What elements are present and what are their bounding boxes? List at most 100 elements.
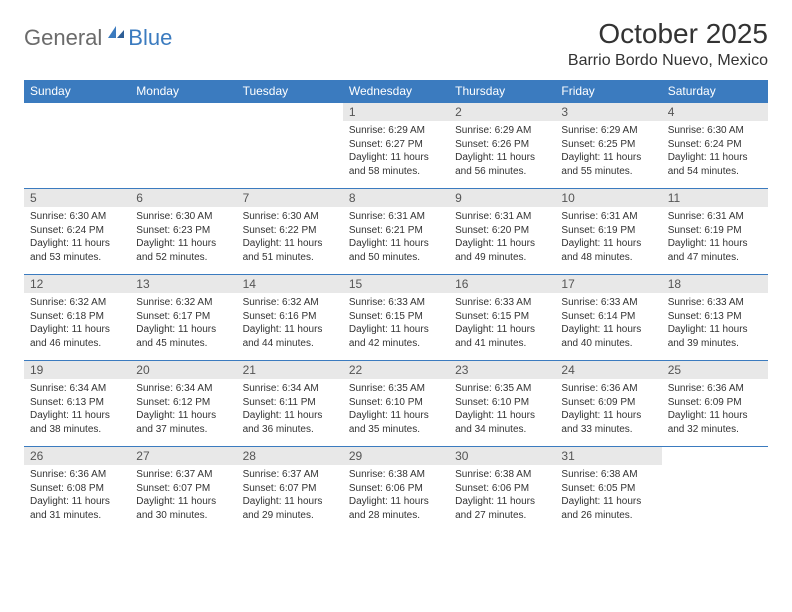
- day-body: [130, 119, 236, 126]
- daylight-text: Daylight: 11 hours and 35 minutes.: [349, 409, 443, 436]
- day-number: 25: [662, 361, 768, 379]
- sunset-text: Sunset: 6:12 PM: [136, 396, 230, 410]
- day-number: 30: [449, 447, 555, 465]
- day-body: Sunrise: 6:30 AMSunset: 6:24 PMDaylight:…: [24, 207, 130, 268]
- sunset-text: Sunset: 6:06 PM: [349, 482, 443, 496]
- calendar-day-cell: [662, 447, 768, 533]
- calendar-day-cell: 15Sunrise: 6:33 AMSunset: 6:15 PMDayligh…: [343, 275, 449, 361]
- calendar-day-cell: 31Sunrise: 6:38 AMSunset: 6:05 PMDayligh…: [555, 447, 661, 533]
- daylight-text: Daylight: 11 hours and 47 minutes.: [668, 237, 762, 264]
- daylight-text: Daylight: 11 hours and 50 minutes.: [349, 237, 443, 264]
- day-number: 14: [237, 275, 343, 293]
- sunrise-text: Sunrise: 6:33 AM: [455, 296, 549, 310]
- day-body: Sunrise: 6:31 AMSunset: 6:19 PMDaylight:…: [662, 207, 768, 268]
- sunset-text: Sunset: 6:15 PM: [349, 310, 443, 324]
- sunset-text: Sunset: 6:19 PM: [561, 224, 655, 238]
- daylight-text: Daylight: 11 hours and 46 minutes.: [30, 323, 124, 350]
- calendar-day-cell: 23Sunrise: 6:35 AMSunset: 6:10 PMDayligh…: [449, 361, 555, 447]
- daylight-text: Daylight: 11 hours and 42 minutes.: [349, 323, 443, 350]
- daylight-text: Daylight: 11 hours and 38 minutes.: [30, 409, 124, 436]
- daylight-text: Daylight: 11 hours and 31 minutes.: [30, 495, 124, 522]
- day-body: Sunrise: 6:31 AMSunset: 6:20 PMDaylight:…: [449, 207, 555, 268]
- day-number: 2: [449, 103, 555, 121]
- day-number: 18: [662, 275, 768, 293]
- sunset-text: Sunset: 6:20 PM: [455, 224, 549, 238]
- sunset-text: Sunset: 6:09 PM: [561, 396, 655, 410]
- daylight-text: Daylight: 11 hours and 27 minutes.: [455, 495, 549, 522]
- sunrise-text: Sunrise: 6:34 AM: [243, 382, 337, 396]
- daylight-text: Daylight: 11 hours and 33 minutes.: [561, 409, 655, 436]
- sunset-text: Sunset: 6:11 PM: [243, 396, 337, 410]
- calendar-day-cell: 4Sunrise: 6:30 AMSunset: 6:24 PMDaylight…: [662, 103, 768, 189]
- daylight-text: Daylight: 11 hours and 39 minutes.: [668, 323, 762, 350]
- sunset-text: Sunset: 6:25 PM: [561, 138, 655, 152]
- day-body: Sunrise: 6:31 AMSunset: 6:19 PMDaylight:…: [555, 207, 661, 268]
- sunset-text: Sunset: 6:08 PM: [30, 482, 124, 496]
- daylight-text: Daylight: 11 hours and 56 minutes.: [455, 151, 549, 178]
- day-body: Sunrise: 6:30 AMSunset: 6:22 PMDaylight:…: [237, 207, 343, 268]
- calendar-week-row: 1Sunrise: 6:29 AMSunset: 6:27 PMDaylight…: [24, 103, 768, 189]
- sail-icon: [106, 24, 126, 45]
- daylight-text: Daylight: 11 hours and 26 minutes.: [561, 495, 655, 522]
- sunrise-text: Sunrise: 6:29 AM: [455, 124, 549, 138]
- calendar-week-row: 12Sunrise: 6:32 AMSunset: 6:18 PMDayligh…: [24, 275, 768, 361]
- sunrise-text: Sunrise: 6:30 AM: [668, 124, 762, 138]
- day-body: Sunrise: 6:32 AMSunset: 6:16 PMDaylight:…: [237, 293, 343, 354]
- calendar-day-cell: 6Sunrise: 6:30 AMSunset: 6:23 PMDaylight…: [130, 189, 236, 275]
- calendar-day-cell: 2 Sunrise: 6:29 AMSunset: 6:26 PMDaylight…: [449, 103, 555, 189]
- day-body: Sunrise: 6:33 AMSunset: 6:15 PMDaylight:…: [449, 293, 555, 354]
- calendar-day-cell: 18Sunrise: 6:33 AMSunset: 6:13 PMDayligh…: [662, 275, 768, 361]
- day-number: 10: [555, 189, 661, 207]
- sunset-text: Sunset: 6:19 PM: [668, 224, 762, 238]
- sunrise-text: Sunrise: 6:30 AM: [243, 210, 337, 224]
- day-body: [237, 119, 343, 126]
- day-number: [662, 447, 768, 463]
- sunset-text: Sunset: 6:14 PM: [561, 310, 655, 324]
- weekday-header: Thursday: [449, 80, 555, 103]
- sunrise-text: Sunrise: 6:30 AM: [30, 210, 124, 224]
- daylight-text: Daylight: 11 hours and 51 minutes.: [243, 237, 337, 264]
- day-number: 13: [130, 275, 236, 293]
- calendar-table: Sunday Monday Tuesday Wednesday Thursday…: [24, 80, 768, 533]
- daylight-text: Daylight: 11 hours and 52 minutes.: [136, 237, 230, 264]
- day-number: 17: [555, 275, 661, 293]
- day-number: 6: [130, 189, 236, 207]
- day-body: Sunrise: 6:36 AMSunset: 6:08 PMDaylight:…: [24, 465, 130, 526]
- day-number: 23: [449, 361, 555, 379]
- calendar-day-cell: 1Sunrise: 6:29 AMSunset: 6:27 PMDaylight…: [343, 103, 449, 189]
- day-body: Sunrise: 6:38 AMSunset: 6:05 PMDaylight:…: [555, 465, 661, 526]
- logo: General Blue: [24, 18, 172, 51]
- sunrise-text: Sunrise: 6:31 AM: [561, 210, 655, 224]
- daylight-text: Daylight: 11 hours and 34 minutes.: [455, 409, 549, 436]
- header: General Blue October 2025 Barrio Bordo N…: [24, 18, 768, 70]
- calendar-day-cell: 21Sunrise: 6:34 AMSunset: 6:11 PMDayligh…: [237, 361, 343, 447]
- day-number: 16: [449, 275, 555, 293]
- daylight-text: Daylight: 11 hours and 53 minutes.: [30, 237, 124, 264]
- sunrise-text: Sunrise: 6:34 AM: [136, 382, 230, 396]
- daylight-text: Daylight: 11 hours and 30 minutes.: [136, 495, 230, 522]
- day-body: Sunrise: 6:34 AMSunset: 6:13 PMDaylight:…: [24, 379, 130, 440]
- sunset-text: Sunset: 6:07 PM: [136, 482, 230, 496]
- day-number: 5: [24, 189, 130, 207]
- day-number: 15: [343, 275, 449, 293]
- sunset-text: Sunset: 6:09 PM: [668, 396, 762, 410]
- sunrise-text: Sunrise: 6:33 AM: [561, 296, 655, 310]
- calendar-day-cell: 9Sunrise: 6:31 AMSunset: 6:20 PMDaylight…: [449, 189, 555, 275]
- calendar-day-cell: 30Sunrise: 6:38 AMSunset: 6:06 PMDayligh…: [449, 447, 555, 533]
- day-body: Sunrise: 6:29 AMSunset: 6:27 PMDaylight:…: [343, 121, 449, 182]
- day-number: 21: [237, 361, 343, 379]
- sunset-text: Sunset: 6:26 PM: [455, 138, 549, 152]
- day-number: 9: [449, 189, 555, 207]
- weekday-header: Tuesday: [237, 80, 343, 103]
- calendar-day-cell: 3Sunrise: 6:29 AMSunset: 6:25 PMDaylight…: [555, 103, 661, 189]
- calendar-day-cell: 24Sunrise: 6:36 AMSunset: 6:09 PMDayligh…: [555, 361, 661, 447]
- sunset-text: Sunset: 6:17 PM: [136, 310, 230, 324]
- sunrise-text: Sunrise: 6:38 AM: [561, 468, 655, 482]
- day-number: 27: [130, 447, 236, 465]
- day-body: Sunrise: 6:30 AMSunset: 6:24 PMDaylight:…: [662, 121, 768, 182]
- calendar-day-cell: 29Sunrise: 6:38 AMSunset: 6:06 PMDayligh…: [343, 447, 449, 533]
- logo-general: General: [24, 25, 102, 51]
- day-number: 22: [343, 361, 449, 379]
- day-number: 7: [237, 189, 343, 207]
- calendar-day-cell: 28Sunrise: 6:37 AMSunset: 6:07 PMDayligh…: [237, 447, 343, 533]
